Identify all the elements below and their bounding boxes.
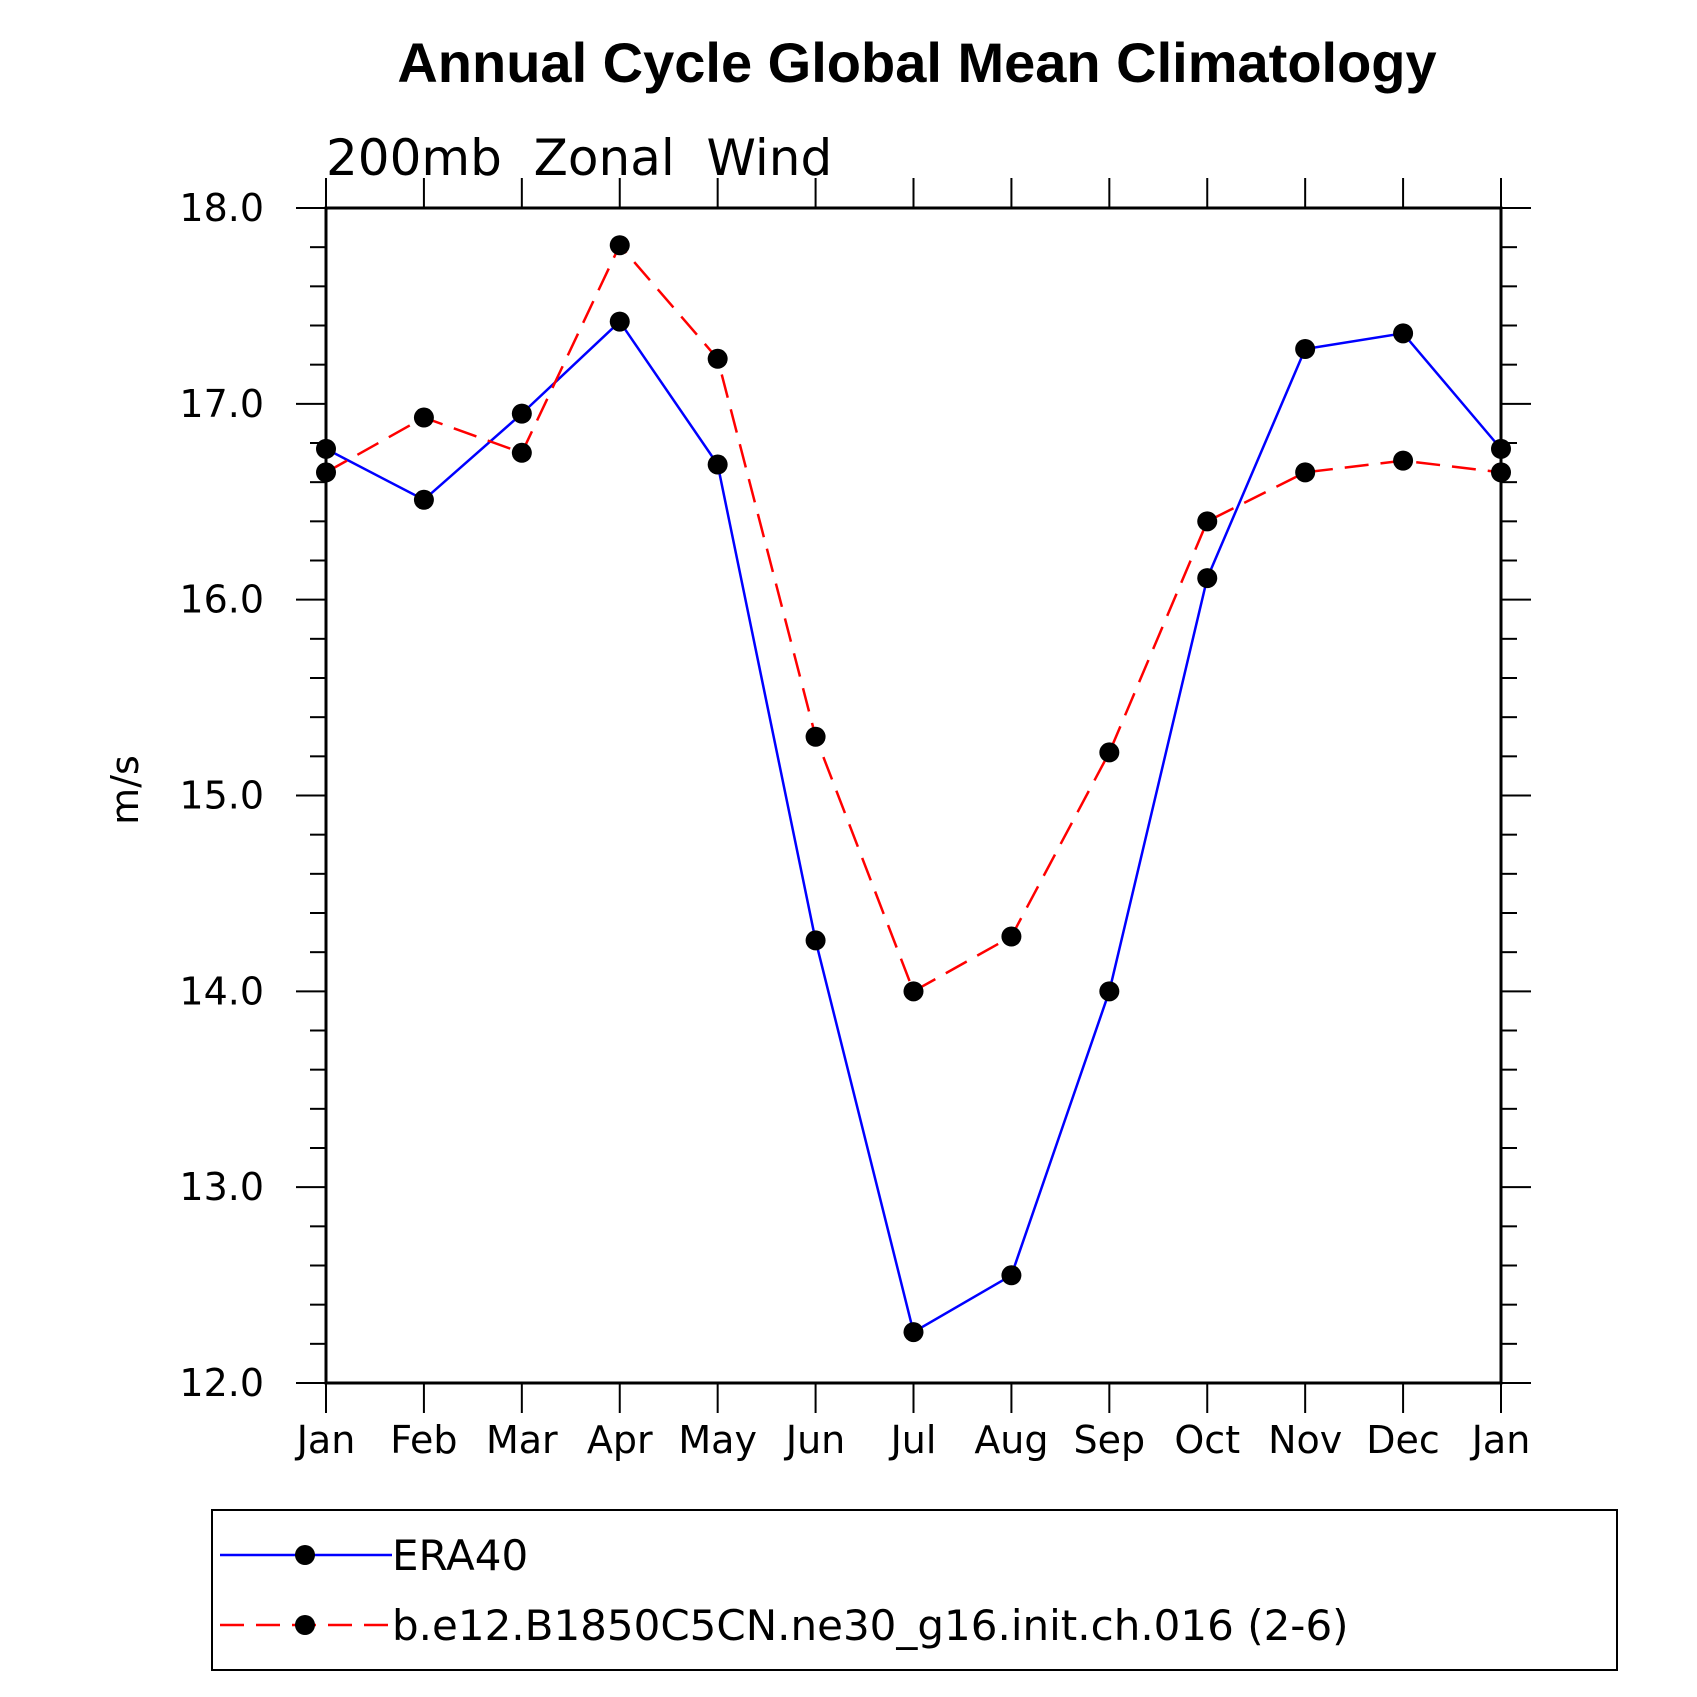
y-tick-label: 13.0 (179, 1165, 264, 1209)
series-1-point (511, 442, 532, 463)
series-1-point (1295, 462, 1316, 483)
y-tick-label: 12.0 (179, 1361, 264, 1405)
x-tick-label: Aug (974, 1418, 1048, 1462)
legend-label-1: b.e12.B1850C5CN.ne30_g16.init.ch.016 (2-… (392, 1601, 1349, 1650)
x-tick-label: Jul (889, 1418, 937, 1462)
series-0-point (805, 930, 826, 951)
legend-box (211, 1509, 1618, 1671)
series-1-point (316, 462, 336, 483)
legend-label-0: ERA40 (392, 1531, 528, 1580)
y-axis-label: m/s (103, 755, 147, 825)
series-1-point (805, 726, 826, 747)
x-tick-label: May (678, 1418, 757, 1462)
series-0-point (1001, 1265, 1022, 1286)
series-1-point (903, 981, 924, 1002)
x-tick-label: Sep (1074, 1418, 1146, 1462)
x-tick-label: Nov (1268, 1418, 1342, 1462)
series-0-point (511, 403, 532, 424)
series-1-point (1001, 926, 1022, 947)
series-0-point (903, 1322, 924, 1343)
series-0-point (1491, 438, 1511, 459)
y-tick-label: 18.0 (179, 186, 264, 230)
y-tick-label: 15.0 (179, 774, 264, 818)
series-0-point (707, 454, 728, 475)
series-line-1 (325, 242, 1502, 994)
series-0-point (1295, 339, 1316, 359)
axes: 12.0 13.0 14.0 15.0 16.0 17.0 18.0 Jan Feb Mar Apr… (179, 178, 1531, 1462)
x-tick-label: Jan (1470, 1418, 1531, 1462)
legend: ERA40 b.e12.B1850C5CN.ne30_g16.init.ch.01… (220, 1531, 1349, 1650)
series-0-point (1197, 568, 1218, 589)
x-tick-label: Oct (1174, 1418, 1240, 1462)
series-1-point (1197, 511, 1218, 532)
series-1-point (1099, 742, 1120, 763)
series-0-point (609, 311, 630, 332)
series-1-point (1491, 462, 1511, 483)
series-0-point (1099, 981, 1120, 1002)
x-tick-label: Apr (587, 1418, 653, 1462)
legend-marker-0 (295, 1545, 315, 1565)
y-tick-label: 14.0 (179, 969, 264, 1013)
series-1-point (707, 348, 728, 369)
chart-title: Annual Cycle Global Mean Climatology (397, 31, 1436, 94)
legend-marker-1 (295, 1615, 315, 1635)
series-1-point (609, 235, 630, 256)
chart-subtitle: 200mb Zonal Wind (326, 129, 832, 187)
x-tick-label: Jan (295, 1418, 356, 1462)
series-1-point (1393, 450, 1414, 471)
x-tick-label: Mar (486, 1418, 558, 1462)
series-1-point (413, 407, 434, 428)
series-0-point (316, 438, 336, 459)
y-tick-label: 16.0 (179, 578, 264, 622)
series-line-0 (325, 319, 1502, 1334)
series-0-point (1393, 323, 1414, 344)
series-0-point (413, 489, 434, 510)
x-tick-label: Feb (390, 1418, 457, 1462)
y-tick-label: 17.0 (179, 382, 264, 426)
plot-frame (324, 206, 1503, 1385)
series-layer (316, 235, 1511, 1343)
x-tick-label: Dec (1366, 1418, 1440, 1462)
x-tick-label: Jun (784, 1418, 845, 1462)
